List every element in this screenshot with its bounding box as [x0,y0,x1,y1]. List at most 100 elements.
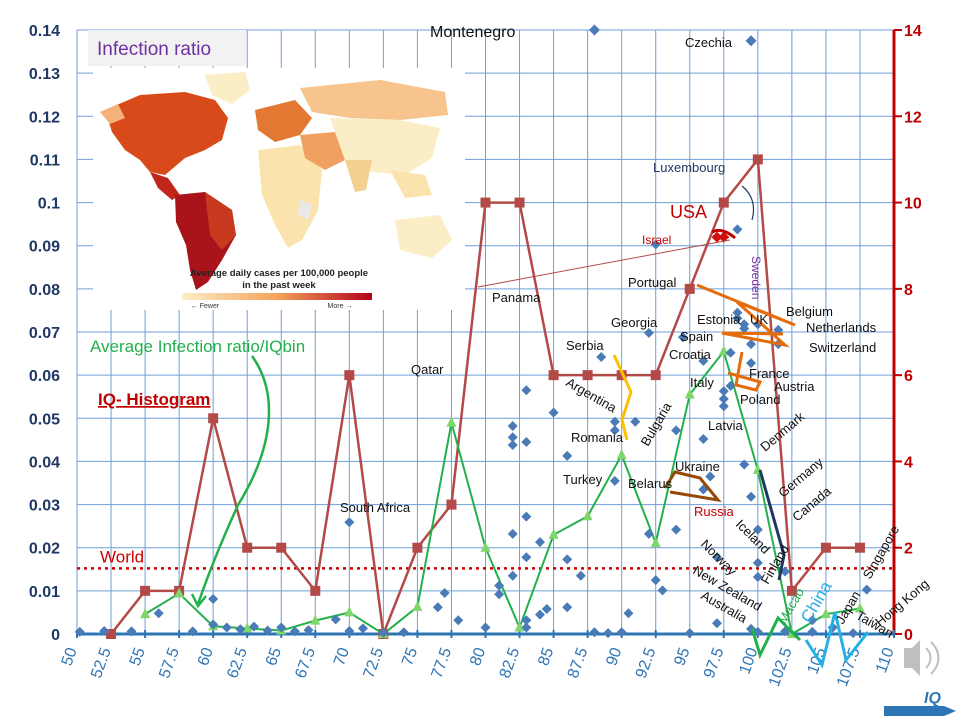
y-left-tick-label: 0.12 [29,109,60,126]
country-point [718,386,729,397]
histogram-marker [548,370,559,381]
country-point [208,594,219,605]
country-point [650,575,661,586]
average-marker [140,608,151,619]
country-point [153,608,164,619]
y-right-tick-label: 12 [904,109,922,126]
country-point [677,332,688,343]
histogram-marker [854,542,865,553]
average-marker [310,614,321,625]
country-point [562,450,573,461]
average-marker [514,621,525,632]
x-tick-label: 65 [263,645,285,668]
y-left-tick-label: 0.14 [29,23,60,40]
country-point [521,622,532,633]
country-label: Qatar [411,362,444,377]
histogram-marker [718,197,729,208]
x-tick-label: 95 [671,645,693,668]
map-north-america [105,92,228,175]
country-point [521,437,532,448]
histogram-marker [106,629,117,639]
country-label: Croatia [669,347,712,362]
map-alaska [100,104,125,124]
country-point [249,621,260,632]
x-axis-label: IQ [924,690,941,707]
country-point [507,440,518,451]
world-label: World [100,547,144,566]
y-left-tick-label: 0.03 [29,498,60,515]
country-point [596,352,607,363]
country-point [807,626,818,637]
country-label: Switzerland [809,340,876,355]
trend-decorations [477,185,870,669]
country-label: Montenegro [430,24,515,41]
chart-title: Infection ratio [97,39,211,60]
x-tick-label: 85 [535,645,557,668]
country-point [773,324,784,335]
country-point [698,355,709,366]
country-point [74,626,85,637]
country-point [534,537,545,548]
map-south-america-east [205,192,236,250]
y-right-tick-label: 14 [904,23,922,40]
average-marker [446,416,457,427]
country-point [725,380,736,391]
country-point [752,524,763,535]
histogram-marker [242,542,253,553]
country-point [330,614,341,625]
country-point [589,627,600,638]
country-label: Italy [690,375,714,390]
x-tick-label: 92.5 [633,645,660,680]
country-point [752,557,763,568]
country-point [276,622,287,633]
average-marker [174,587,185,598]
next-slide-button[interactable] [884,706,944,716]
country-point [99,625,110,636]
title-box [88,30,246,66]
world-line-group: World [77,547,894,570]
average-marker [684,388,695,399]
country-label: Ukraine [675,459,720,474]
x-tick-label: 107.5 [834,645,864,689]
country-point [480,622,491,633]
speaker-icon[interactable] [904,640,940,676]
map-africa [258,145,322,248]
trend-green [750,615,802,660]
country-label: Estonia [697,312,741,327]
map-australia [395,215,452,258]
country-point [861,584,872,595]
histogram-marker [276,542,287,553]
histogram-marker [208,413,219,424]
country-point [453,615,464,626]
y-left-tick-label: 0.1 [38,196,60,213]
country-label: Romania [571,430,624,445]
country-label: Georgia [611,315,658,330]
legend-histogram: IQ- Histogram [98,390,210,409]
country-point [344,517,355,528]
country-point [698,433,709,444]
country-point [548,407,559,418]
country-point [494,580,505,591]
country-point [378,627,389,638]
country-point [630,416,641,427]
y-left-tick-label: 0.02 [29,541,60,558]
histogram-marker [480,197,491,208]
country-point [562,602,573,613]
x-tick-label: 97.5 [701,645,728,680]
y-left-tick-label: 0.11 [30,152,60,169]
histogram-marker [446,499,457,510]
country-point [439,588,450,599]
x-tick-label: 75 [399,645,421,668]
map-color-scale [182,293,372,300]
y-left-tick-label: 0.06 [29,368,60,385]
map-europe [255,100,312,142]
y-left-tick-label: 0 [51,627,60,644]
next-arrow-icon[interactable] [944,706,956,716]
usa-arrow [711,228,736,240]
country-point [643,327,654,338]
country-point [671,524,682,535]
average-marker [650,536,661,547]
x-tick-label: 55 [127,645,149,668]
country-label: Belarus [628,476,673,491]
country-point [603,628,614,639]
